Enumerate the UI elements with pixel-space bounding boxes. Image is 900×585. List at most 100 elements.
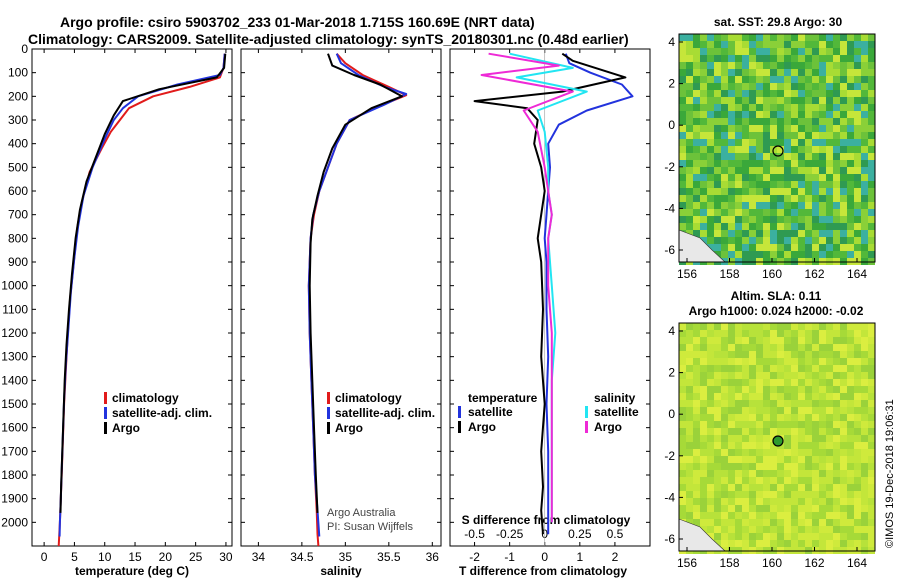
map-cell <box>742 55 749 62</box>
map-cell <box>854 90 861 97</box>
map-cell <box>777 167 784 174</box>
map-cell <box>826 34 833 41</box>
map-cell <box>770 449 777 456</box>
map-cell <box>784 41 791 48</box>
map-cell <box>868 188 875 195</box>
map-cell <box>819 146 826 153</box>
map-cell <box>756 244 763 251</box>
map-cell <box>798 146 805 153</box>
map-cell <box>763 379 770 386</box>
map-cell <box>868 48 875 55</box>
map-cell <box>756 139 763 146</box>
map-y-tick-label: 2 <box>668 77 675 91</box>
map-cell <box>777 358 784 365</box>
map-cell <box>770 125 777 132</box>
map-cell <box>805 34 812 41</box>
map-cell <box>833 463 840 470</box>
map-cell <box>700 400 707 407</box>
map-cell <box>679 83 686 90</box>
map-cell <box>784 209 791 216</box>
map-cell <box>826 237 833 244</box>
map-cell <box>693 484 700 491</box>
map-cell <box>819 55 826 62</box>
map-cell <box>728 76 735 83</box>
map-cell <box>854 111 861 118</box>
map-cell <box>749 323 756 330</box>
map-cell <box>819 386 826 393</box>
map-cell <box>700 428 707 435</box>
map-cell <box>861 505 868 512</box>
map-cell <box>714 358 721 365</box>
map-cell <box>791 505 798 512</box>
map-cell <box>812 330 819 337</box>
map-cell <box>770 230 777 237</box>
map-cell <box>749 498 756 505</box>
x-secondary-tick-label: -0.5 <box>464 527 485 541</box>
series-line-t-argo <box>473 52 627 535</box>
map-cell <box>791 428 798 435</box>
map-cell <box>770 442 777 449</box>
map-cell <box>770 76 777 83</box>
map-cell <box>812 484 819 491</box>
map-cell <box>826 55 833 62</box>
map-cell <box>700 160 707 167</box>
map-cell <box>763 167 770 174</box>
map-cell <box>707 41 714 48</box>
map-cell <box>735 202 742 209</box>
map-cell <box>686 223 693 230</box>
map-cell <box>707 90 714 97</box>
map-cell <box>798 195 805 202</box>
y-tick-label: 300 <box>8 113 28 127</box>
map-cell <box>777 209 784 216</box>
y-tick-label: 800 <box>8 231 28 245</box>
map-x-tick-label: 160 <box>762 267 782 281</box>
map-cell <box>756 160 763 167</box>
map-cell <box>847 470 854 477</box>
map-cell <box>777 181 784 188</box>
map-cell <box>805 118 812 125</box>
x-tick-label: 35.5 <box>377 550 401 564</box>
map-cell <box>693 512 700 519</box>
map-cell <box>770 519 777 526</box>
map-cell <box>693 62 700 69</box>
map-cell <box>798 491 805 498</box>
map-cell <box>812 372 819 379</box>
map-cell <box>812 344 819 351</box>
map-cell <box>819 69 826 76</box>
map-cell <box>679 428 686 435</box>
temperature-axes <box>31 48 233 547</box>
map-cell <box>700 41 707 48</box>
map-cell <box>777 223 784 230</box>
map-cell <box>826 477 833 484</box>
map-cell <box>728 160 735 167</box>
map-cell <box>868 34 875 41</box>
map-cell <box>812 244 819 251</box>
map-cell <box>721 400 728 407</box>
map-cell <box>784 216 791 223</box>
map-cell <box>714 491 721 498</box>
map-cell <box>749 69 756 76</box>
map-cell <box>798 125 805 132</box>
map-cell <box>707 237 714 244</box>
map-cell <box>805 153 812 160</box>
map-cell <box>735 76 742 83</box>
map-cell <box>812 132 819 139</box>
map-cell <box>721 365 728 372</box>
map-cell <box>721 414 728 421</box>
map-cell <box>791 463 798 470</box>
map-cell <box>819 97 826 104</box>
map-cell <box>847 337 854 344</box>
map-cell <box>742 230 749 237</box>
map-cell <box>861 237 868 244</box>
map-cell <box>847 209 854 216</box>
map-cell <box>819 442 826 449</box>
map-cell <box>763 477 770 484</box>
map-cell <box>742 125 749 132</box>
map-cell <box>833 407 840 414</box>
map-y-tick-label: 0 <box>668 407 675 421</box>
map-cell <box>693 34 700 41</box>
map-cell <box>693 421 700 428</box>
map-cell <box>777 139 784 146</box>
map-cell <box>693 188 700 195</box>
map-cell <box>868 372 875 379</box>
